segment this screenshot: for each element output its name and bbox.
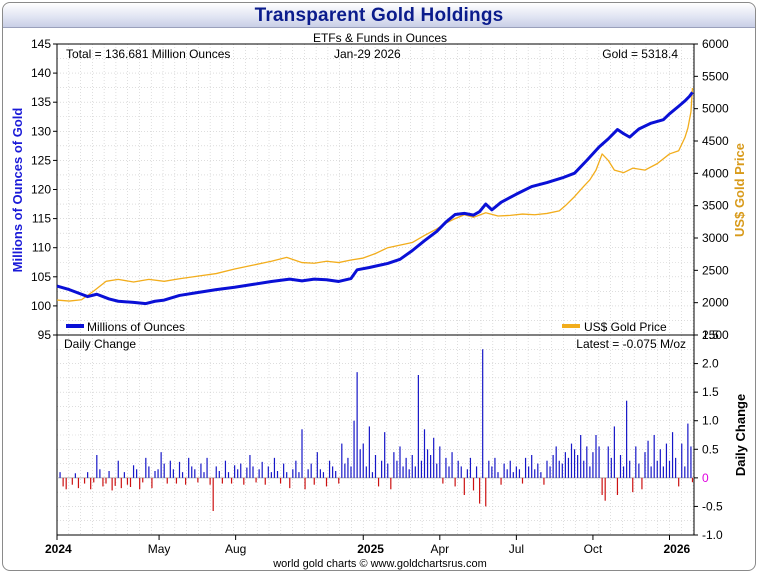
y-tick-label: 145	[31, 37, 51, 51]
footer-credit: world gold charts © www.goldchartsrus.co…	[273, 558, 487, 570]
bar-y-tick-label: -1.0	[702, 528, 723, 542]
holdings-line	[56, 91, 694, 306]
y2-tick-label: 2500	[702, 263, 729, 277]
x-tick-label: Oct	[584, 542, 603, 556]
y-tick-label: 100	[31, 299, 51, 313]
bar-y-tick-label: 0	[702, 471, 709, 485]
x-tick-label: May	[148, 542, 171, 556]
y-tick-label: 125	[31, 153, 51, 167]
bar-y-tick-label: 2.5	[702, 328, 719, 342]
x-tick-label: 2025	[357, 542, 384, 556]
y-tick-label: 130	[31, 124, 51, 138]
bar-y-tick-label: -0.5	[702, 499, 723, 513]
bar-y-tick-label: 1.5	[702, 385, 719, 399]
x-tick-label: 2026	[664, 542, 691, 556]
y-tick-label: 105	[31, 270, 51, 284]
chart-title: Transparent Gold Holdings	[254, 5, 504, 26]
x-tick-label: Apr	[430, 542, 449, 556]
y-tick-label: 120	[31, 183, 51, 197]
latest-change-label: Latest = -0.075 M/oz	[576, 337, 686, 351]
y2-tick-label: 2000	[702, 296, 729, 310]
y2-tick-label: 6000	[702, 37, 729, 51]
bar-y-tick-label: 0.5	[702, 442, 719, 456]
title-bar: Transparent Gold Holdings	[3, 3, 755, 28]
x-tick-label: Aug	[225, 542, 246, 556]
daily-change-title: Daily Change	[64, 337, 136, 351]
y2-tick-label: 5500	[702, 69, 729, 83]
bar-y-tick-label: 2.0	[702, 357, 719, 371]
x-tick-label: 2024	[45, 542, 72, 556]
y2-tick-label: 3000	[702, 231, 729, 245]
bar-y-axis-label: Daily Change	[733, 394, 748, 476]
y2-axis-label: US$ Gold Price	[732, 143, 747, 237]
bar-y-tick-label: 1.0	[702, 414, 719, 428]
y-tick-label: 110	[32, 241, 51, 255]
y2-tick-label: 5000	[702, 102, 729, 116]
legend-label-holdings: Millions of Ounces	[87, 320, 185, 334]
y-axis-label: Millions of Ounces of Gold	[10, 108, 25, 273]
y2-tick-label: 4000	[702, 166, 729, 180]
y2-tick-label: 4500	[702, 134, 729, 148]
date-label: Jan-29 2026	[334, 47, 401, 61]
gold-price-label: Gold = 5318.4	[602, 47, 678, 61]
y-tick-label: 135	[31, 95, 51, 109]
y2-tick-label: 1500	[702, 328, 729, 342]
y2-tick-label: 3500	[702, 199, 729, 213]
y-tick-label: 140	[31, 66, 51, 80]
plot-frame	[56, 43, 695, 536]
total-label: Total = 136.681 Million Ounces	[66, 47, 230, 61]
x-tick-label: Jul	[509, 542, 524, 556]
legend-label-gold: US$ Gold Price	[584, 320, 667, 334]
chart-subtitle: ETFs & Funds in Ounces	[313, 31, 447, 45]
y-tick-label: 95	[38, 328, 52, 342]
y-tick-label: 115	[32, 212, 51, 226]
